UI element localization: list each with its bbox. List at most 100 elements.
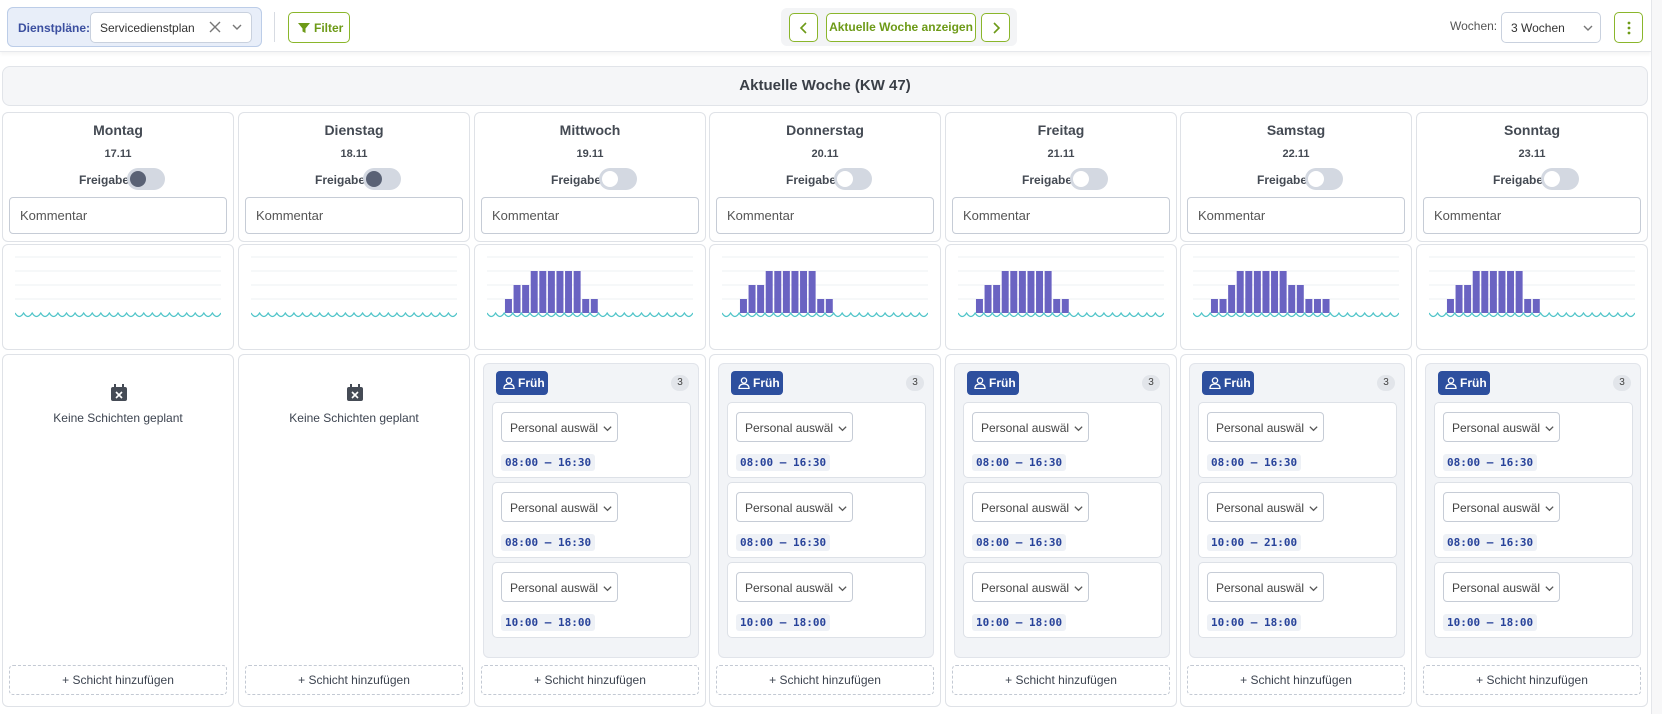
personal-select[interactable]: Personal auswäl <box>972 412 1089 442</box>
current-week-button[interactable]: Aktuelle Woche anzeigen <box>826 13 976 42</box>
personal-select[interactable]: Personal auswäl <box>972 492 1089 522</box>
comment-input[interactable]: Kommentar <box>481 197 699 234</box>
day-name: Donnerstag <box>786 122 864 138</box>
next-week-button[interactable] <box>981 13 1010 42</box>
shift-type-badge[interactable]: Früh <box>967 371 1019 395</box>
shift-group-frueh: Früh 3 Personal auswäl 08:00 – 16:30 Persona… <box>954 363 1170 658</box>
day-name: Samstag <box>1266 122 1326 138</box>
personal-select[interactable]: Personal auswäl <box>501 492 618 522</box>
staffing-chart-svg <box>1193 256 1399 318</box>
personal-select[interactable]: Personal auswäl <box>736 572 853 602</box>
toggle-knob <box>130 171 146 187</box>
personal-select[interactable]: Personal auswäl <box>1443 412 1560 442</box>
shifts-card: Früh 3 Personal auswäl 08:00 – 16:30 Persona… <box>945 354 1177 707</box>
add-shift-button[interactable]: + Schicht hinzufügen <box>716 665 934 695</box>
shift-type-badge[interactable]: Früh <box>496 371 548 395</box>
demand-curve <box>722 311 928 318</box>
clear-icon[interactable] <box>208 20 222 34</box>
plan-select[interactable]: Servicedienstplan <box>90 12 252 43</box>
staffing-chart-svg <box>1429 256 1635 318</box>
release-toggle[interactable] <box>834 168 872 190</box>
shift-type-badge[interactable]: Früh <box>731 371 783 395</box>
release-label: Freigabe <box>1022 173 1073 187</box>
filter-icon <box>298 23 310 33</box>
release-toggle[interactable] <box>1305 168 1343 190</box>
personal-select[interactable]: Personal auswäl <box>501 572 618 602</box>
staffing-bar <box>1053 299 1061 313</box>
weeks-select-value: 3 Wochen <box>1511 21 1565 35</box>
release-toggle[interactable] <box>127 168 165 190</box>
shift-count-badge: 3 <box>1377 375 1395 391</box>
add-shift-button[interactable]: + Schicht hinzufügen <box>952 665 1170 695</box>
personal-select[interactable]: Personal auswäl <box>972 572 1089 602</box>
staffing-bar <box>1018 271 1026 313</box>
calendar-remove-icon <box>111 384 127 401</box>
staffing-chart-svg <box>15 256 221 318</box>
chevron-down-icon[interactable] <box>231 21 243 33</box>
staffing-bar <box>539 271 547 313</box>
comment-input[interactable]: Kommentar <box>1423 197 1641 234</box>
shift-time: 10:00 – 18:00 <box>501 614 596 631</box>
personal-select[interactable]: Personal auswäl <box>1207 572 1324 602</box>
plans-label: Dienstpläne: <box>18 21 91 35</box>
personal-select[interactable]: Personal auswäl <box>1443 572 1560 602</box>
personal-select[interactable]: Personal auswäl <box>1207 412 1324 442</box>
release-label: Freigabe <box>1257 173 1308 187</box>
comment-input[interactable]: Kommentar <box>9 197 227 234</box>
chevron-down-icon <box>1309 586 1318 592</box>
staffing-bar <box>1515 271 1523 313</box>
comment-input[interactable]: Kommentar <box>952 197 1170 234</box>
staffing-bar <box>975 299 983 313</box>
shift-slot: Personal auswäl 10:00 – 18:00 <box>1434 562 1633 638</box>
personal-select-value: Personal auswäl <box>745 581 834 595</box>
shift-person-icon <box>1209 377 1221 389</box>
add-shift-button[interactable]: + Schicht hinzufügen <box>245 665 463 695</box>
personal-select[interactable]: Personal auswäl <box>1207 492 1324 522</box>
release-toggle[interactable] <box>363 168 401 190</box>
staffing-bar <box>757 285 765 313</box>
personal-select[interactable]: Personal auswäl <box>736 412 853 442</box>
shift-count-badge: 3 <box>1613 375 1631 391</box>
shift-type-label: Früh <box>518 376 545 390</box>
add-shift-button[interactable]: + Schicht hinzufügen <box>481 665 699 695</box>
staffing-bar <box>1061 299 1069 313</box>
day-header-card: Montag 17.11 Freigabe Kommentar <box>2 112 234 242</box>
add-shift-button[interactable]: + Schicht hinzufügen <box>1423 665 1641 695</box>
personal-select-value: Personal auswäl <box>981 501 1070 515</box>
shift-type-badge[interactable]: Früh <box>1438 371 1490 395</box>
chevron-down-icon <box>1074 586 1083 592</box>
filter-button[interactable]: Filter <box>288 12 350 43</box>
shift-person-icon <box>974 377 986 389</box>
shift-type-badge[interactable]: Früh <box>1202 371 1254 395</box>
day-name: Mittwoch <box>559 122 621 138</box>
staffing-bar <box>800 271 808 313</box>
previous-week-button[interactable] <box>789 13 818 42</box>
release-toggle[interactable] <box>1070 168 1108 190</box>
add-shift-button[interactable]: + Schicht hinzufügen <box>1187 665 1405 695</box>
comment-input[interactable]: Kommentar <box>716 197 934 234</box>
personal-select[interactable]: Personal auswäl <box>736 492 853 522</box>
release-toggle[interactable] <box>599 168 637 190</box>
shift-time: 08:00 – 16:30 <box>1443 454 1538 471</box>
personal-select[interactable]: Personal auswäl <box>1443 492 1560 522</box>
chevron-down-icon <box>1545 586 1554 592</box>
personal-select-value: Personal auswäl <box>981 421 1070 435</box>
scrollbar[interactable] <box>1651 0 1662 714</box>
toggle-knob <box>837 171 853 187</box>
shift-slot: Personal auswäl 08:00 – 16:30 <box>963 482 1162 558</box>
day-date: 17.11 <box>104 148 132 160</box>
more-options-button[interactable] <box>1614 12 1643 43</box>
comment-input[interactable]: Kommentar <box>245 197 463 234</box>
release-toggle[interactable] <box>1541 168 1579 190</box>
staffing-chart <box>709 244 941 350</box>
personal-select-value: Personal auswäl <box>1216 581 1305 595</box>
staffing-bar <box>739 299 747 313</box>
weeks-select[interactable]: 3 Wochen <box>1501 12 1601 43</box>
staffing-chart <box>1180 244 1412 350</box>
shift-group-frueh: Früh 3 Personal auswäl 08:00 – 16:30 Persona… <box>1189 363 1405 658</box>
comment-input[interactable]: Kommentar <box>1187 197 1405 234</box>
shift-time: 08:00 – 16:30 <box>736 534 831 551</box>
add-shift-button[interactable]: + Schicht hinzufügen <box>9 665 227 695</box>
personal-select-value: Personal auswäl <box>981 581 1070 595</box>
personal-select[interactable]: Personal auswäl <box>501 412 618 442</box>
